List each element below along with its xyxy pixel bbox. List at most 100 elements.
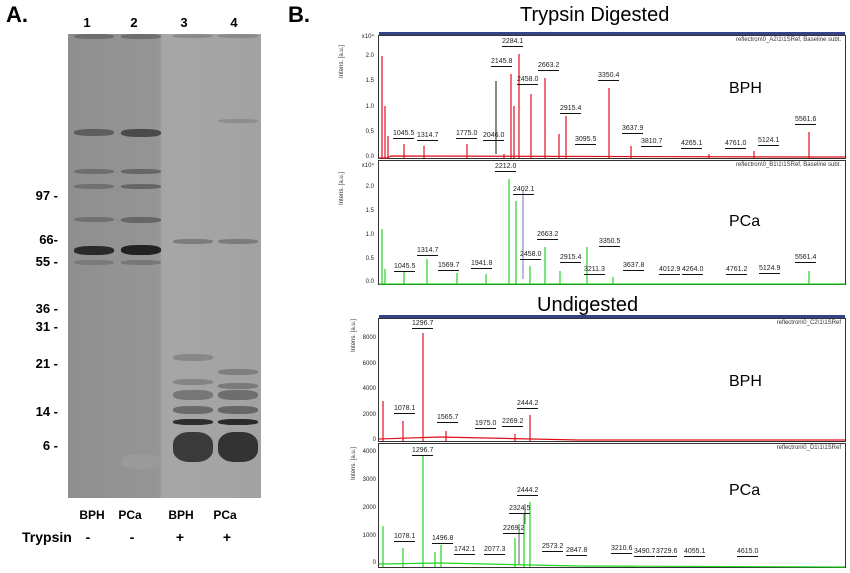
trypsin-sign: +	[175, 529, 185, 545]
peak-label: 2284.1	[502, 38, 524, 47]
y-tick: 1.5	[365, 78, 374, 84]
y-tick: 2000	[362, 412, 376, 418]
gel-panel: A. 1 2 3 4	[0, 0, 290, 573]
peak-label: 2046.0	[483, 132, 505, 141]
peak-label: 3210.6	[611, 545, 633, 554]
y-tick: 2000	[362, 505, 376, 511]
spectrum-ref: reflectron\0_D1\1\1SRef	[776, 445, 841, 451]
peak-label: 3637.9	[622, 125, 644, 134]
peak-label: 3095.5	[575, 136, 597, 145]
peak-label: 1496.8	[432, 535, 454, 544]
y-tick: 1.5	[365, 208, 374, 214]
lane-number: 4	[230, 15, 238, 30]
mw-marker: 97 -	[35, 188, 58, 203]
trypsin-sign: +	[222, 529, 232, 545]
peak-label: 2915.4	[560, 254, 582, 263]
y-unit: x10⁴	[361, 163, 374, 169]
y-tick: 8000	[362, 335, 376, 341]
y-unit: x10⁴	[361, 34, 374, 40]
y-tick: 0	[372, 437, 376, 443]
peak-label: 2915.4	[560, 105, 582, 114]
mw-marker: 66-	[39, 232, 58, 247]
gel-lane-1	[74, 34, 114, 498]
spectrum-ref: reflectron\0_C2\1\1SRef	[776, 320, 841, 326]
spectrum-trace	[379, 333, 845, 441]
peak-label: 4265.1	[681, 140, 703, 149]
peak-label: 2402.1	[513, 186, 535, 195]
lane-number: 2	[130, 15, 138, 30]
spectrum-trace	[379, 456, 846, 568]
y-tick: 0.5	[365, 256, 374, 262]
sample-label: PCa	[729, 213, 761, 230]
panel-b-letter: B.	[288, 2, 310, 27]
y-tick: 4000	[362, 449, 376, 455]
peak-label: 4012.9	[659, 266, 681, 275]
peak-label: 1296.7	[412, 320, 434, 329]
peak-label: 2269.2	[503, 525, 525, 534]
peak-label: 2444.2	[517, 487, 539, 496]
y-tick: 1000	[362, 533, 376, 539]
spectrum-trypsin-pca: reflectron\0_B1\1\1SRef, Baseline subt. …	[378, 160, 846, 285]
peak-label: 2324.5	[509, 505, 531, 514]
mw-marker: 21 -	[35, 356, 58, 371]
y-axis-label: Intens. [a.u.]	[339, 44, 345, 78]
spectrum-undigested-pca: reflectron\0_D1\1\1SRef PCa 1078.1 1296.…	[378, 443, 846, 568]
y-tick: 0.5	[365, 129, 374, 135]
peak-label: 1314.7	[417, 247, 439, 256]
sample-label: BPH	[729, 373, 762, 390]
peak-label: 5561.6	[795, 116, 817, 125]
sample-label: PCa	[729, 482, 761, 499]
mw-marker: 55 -	[35, 254, 58, 269]
peak-label: 1742.1	[454, 546, 476, 555]
peak-label: 3350.5	[599, 238, 621, 247]
peak-label: 2458.0	[520, 251, 542, 260]
peak-label: 1941.8	[471, 260, 493, 269]
peak-label: 3350.4	[598, 72, 620, 81]
trypsin-sign: -	[85, 529, 91, 545]
peak-label: 2444.2	[517, 400, 539, 409]
lane-number: 3	[180, 15, 188, 30]
peak-label: 1775.0	[456, 130, 478, 139]
trypsin-label: Trypsin	[22, 529, 72, 545]
peak-label: 3729.6	[656, 548, 678, 557]
peak-label: 2663.2	[538, 62, 560, 71]
peak-label: 1045.5	[393, 130, 415, 139]
peak-label: 1296.7	[412, 447, 434, 456]
trypsin-sign: -	[129, 529, 135, 545]
spectrum-trypsin-bph: reflectron\0_A2\1\1SRef, Baseline subt. …	[378, 32, 846, 159]
y-tick: 1.0	[365, 104, 374, 110]
peak-label: 2573.2	[542, 543, 564, 552]
sample-label: BPH	[168, 508, 194, 522]
peak-label: 3211.3	[584, 266, 605, 275]
spectrum-top-bar	[379, 315, 845, 318]
gel-lane-3	[173, 34, 213, 498]
spectrum-ref: reflectron\0_A2\1\1SRef, Baseline subt.	[735, 37, 841, 43]
spectrum-trace	[379, 54, 845, 159]
y-tick: 4000	[362, 386, 376, 392]
peak-label: 2269.2	[502, 418, 524, 427]
spectrum-trace	[379, 179, 845, 285]
peak-label: 2212.0	[495, 163, 517, 172]
peak-label: 1078.1	[394, 405, 416, 414]
spectrum-undigested-bph: reflectron\0_C2\1\1SRef BPH 1078.1 1296.…	[378, 315, 846, 442]
y-tick: 6000	[362, 361, 376, 367]
mw-marker: 6 -	[42, 438, 58, 453]
peak-label: 2458.0	[517, 76, 539, 85]
panel-a-letter: A.	[6, 2, 28, 27]
sample-label: PCa	[213, 508, 237, 522]
peak-label: 2077.3	[484, 546, 506, 555]
peak-label: 1045.5	[394, 263, 416, 272]
spectrum-top-bar	[379, 32, 845, 35]
peak-label: 3637.8	[623, 262, 645, 271]
y-tick: 0	[372, 560, 376, 566]
peak-label: 4761.2	[726, 266, 748, 275]
peak-label: 4264.0	[682, 266, 704, 275]
lane-number: 1	[83, 15, 91, 30]
title-trypsin-digested: Trypsin Digested	[520, 4, 670, 26]
gel-lane-2	[121, 34, 161, 498]
title-undigested: Undigested	[537, 294, 639, 316]
y-tick: 1.0	[365, 232, 374, 238]
sample-label: BPH	[729, 80, 762, 97]
peak-label: 5124.9	[759, 265, 781, 274]
mw-marker: 31 -	[35, 319, 58, 334]
